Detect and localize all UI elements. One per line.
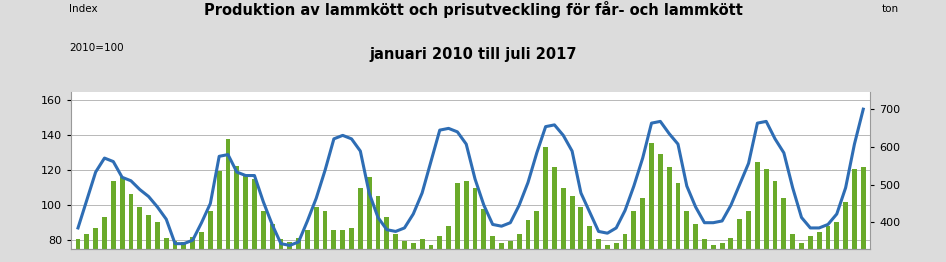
Bar	[508, 241, 513, 249]
Bar	[411, 243, 415, 249]
Bar	[569, 196, 574, 249]
Bar	[155, 222, 160, 249]
Bar	[693, 224, 698, 249]
Bar	[667, 167, 672, 249]
Bar	[261, 211, 266, 249]
Bar	[252, 179, 257, 249]
Bar	[296, 238, 301, 249]
Bar	[649, 143, 654, 249]
Bar	[349, 228, 354, 249]
Bar	[235, 166, 239, 249]
Bar	[429, 245, 433, 249]
Bar	[473, 188, 478, 249]
Bar	[402, 241, 407, 249]
Bar	[684, 211, 690, 249]
Bar	[288, 242, 292, 249]
Text: Produktion av lammkött och prisutveckling för får- och lammkött: Produktion av lammkött och prisutvecklin…	[203, 1, 743, 18]
Bar	[561, 188, 566, 249]
Bar	[728, 238, 733, 249]
Bar	[517, 234, 521, 249]
Bar	[420, 239, 425, 249]
Bar	[587, 226, 592, 249]
Bar	[746, 211, 751, 249]
Bar	[534, 211, 539, 249]
Bar	[737, 219, 743, 249]
Bar	[808, 236, 813, 249]
Bar	[208, 211, 213, 249]
Bar	[790, 234, 795, 249]
Bar	[111, 181, 115, 249]
Bar	[464, 181, 468, 249]
Bar	[270, 224, 274, 249]
Bar	[305, 230, 310, 249]
Bar	[552, 167, 557, 249]
Bar	[799, 243, 804, 249]
Bar	[702, 239, 707, 249]
Bar	[763, 169, 769, 249]
Bar	[394, 234, 398, 249]
Bar	[640, 198, 645, 249]
Bar	[331, 230, 337, 249]
Text: januari 2010 till juli 2017: januari 2010 till juli 2017	[369, 47, 577, 62]
Bar	[225, 139, 231, 249]
Bar	[76, 239, 80, 249]
Bar	[781, 198, 786, 249]
Bar	[94, 228, 98, 249]
Bar	[843, 201, 848, 249]
Bar	[499, 243, 504, 249]
Bar	[314, 207, 319, 249]
Bar	[816, 232, 821, 249]
Bar	[657, 154, 663, 249]
Bar	[614, 243, 619, 249]
Bar	[217, 171, 221, 249]
Bar	[243, 175, 248, 249]
Bar	[367, 177, 372, 249]
Bar	[199, 232, 204, 249]
Bar	[861, 167, 866, 249]
Bar	[543, 147, 548, 249]
Bar	[596, 239, 601, 249]
Bar	[852, 169, 857, 249]
Bar	[455, 183, 460, 249]
Bar	[710, 245, 716, 249]
Bar	[147, 215, 151, 249]
Bar	[447, 226, 451, 249]
Text: ton: ton	[882, 4, 899, 14]
Bar	[190, 237, 195, 249]
Bar	[120, 177, 125, 249]
Bar	[631, 211, 637, 249]
Bar	[384, 217, 389, 249]
Bar	[137, 207, 142, 249]
Bar	[526, 221, 531, 249]
Bar	[164, 238, 168, 249]
Bar	[482, 209, 486, 249]
Bar	[579, 207, 584, 249]
Bar	[341, 230, 345, 249]
Bar	[834, 222, 839, 249]
Text: 2010=100: 2010=100	[69, 43, 124, 53]
Bar	[358, 188, 362, 249]
Bar	[826, 226, 831, 249]
Bar	[278, 239, 284, 249]
Bar	[720, 243, 725, 249]
Bar	[102, 217, 107, 249]
Bar	[755, 162, 760, 249]
Bar	[182, 242, 186, 249]
Bar	[84, 234, 89, 249]
Bar	[773, 181, 778, 249]
Bar	[675, 183, 680, 249]
Bar	[490, 236, 495, 249]
Bar	[129, 194, 133, 249]
Bar	[437, 236, 442, 249]
Bar	[604, 245, 610, 249]
Bar	[172, 241, 178, 249]
Bar	[323, 211, 327, 249]
Bar	[622, 234, 627, 249]
Text: Index: Index	[69, 4, 97, 14]
Bar	[376, 196, 380, 249]
